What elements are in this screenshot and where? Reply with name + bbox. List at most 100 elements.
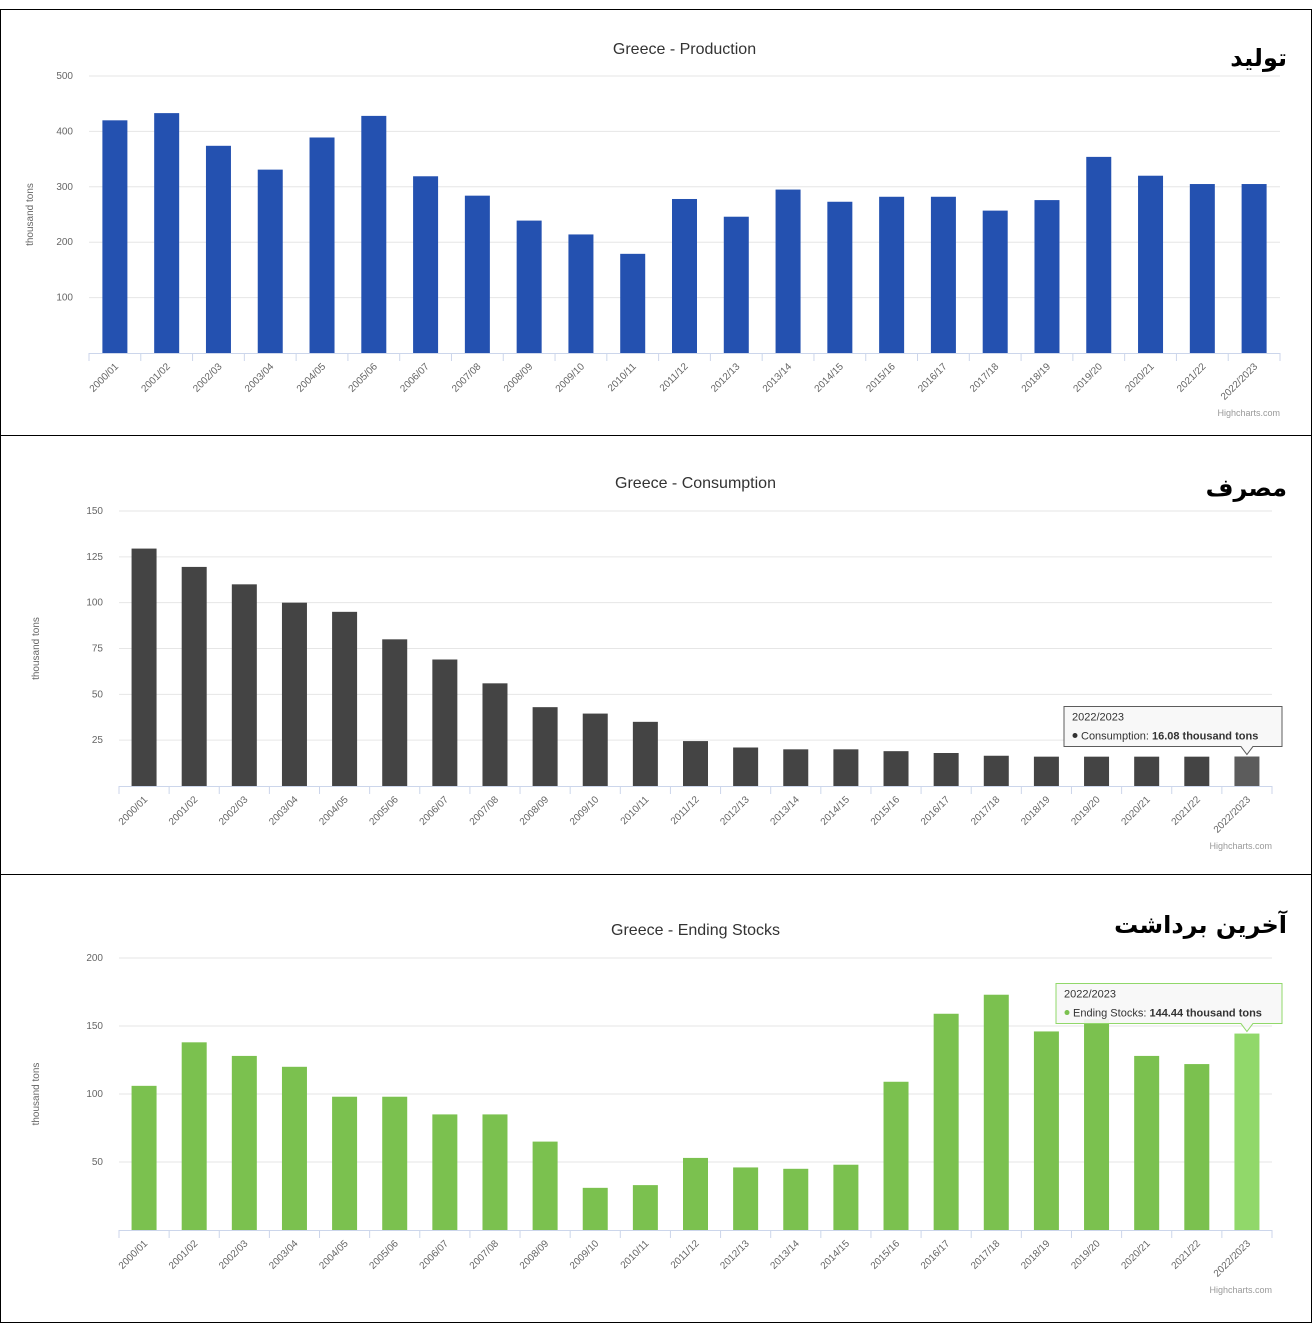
y-tick-label: 50	[92, 1157, 104, 1168]
bar-2019-20	[1086, 156, 1112, 353]
bar-2016-17	[930, 196, 956, 353]
bar-2006-07	[413, 176, 439, 353]
bar-2002-03	[205, 145, 231, 353]
bar-2019-20	[1084, 1019, 1110, 1230]
y-axis-label: thousand tons	[25, 183, 36, 246]
x-tick-label: 2016/17	[919, 794, 953, 828]
x-tick-label: 2012/13	[718, 1238, 752, 1272]
bar-2004-05	[332, 611, 358, 786]
y-tick-label: 25	[92, 735, 104, 746]
x-tick-label: 2009/10	[568, 1238, 602, 1272]
x-tick-label: 2018/19	[1020, 361, 1054, 395]
bar-2010-11	[632, 721, 658, 786]
bar-2009-10	[582, 713, 608, 786]
x-tick-label: 2020/21	[1123, 361, 1157, 395]
x-tick-label: 2014/15	[819, 1238, 853, 1272]
bar-2016-17	[933, 1013, 959, 1230]
bar-2013-14	[783, 1168, 809, 1230]
bar-2004-05	[332, 1096, 358, 1230]
chart-title: Greece - Consumption	[615, 475, 776, 492]
bar-2014-15	[827, 201, 853, 353]
bar-2010-11	[620, 253, 646, 353]
production-chart: Greece - Production thousand tons 100 200 30…	[25, 41, 1281, 418]
chart-title: Greece - Ending Stocks	[611, 922, 780, 939]
x-tick-label: 2004/05	[295, 361, 329, 395]
y-axis-label: thousand tons	[31, 1063, 42, 1126]
bar-2017-18	[982, 210, 1008, 353]
consumption-persian-label: مصرف	[1205, 474, 1287, 502]
bar-2001-02	[154, 113, 180, 353]
x-tick-label: 2003/04	[267, 794, 301, 828]
x-tick-label: 2016/17	[916, 361, 950, 395]
bar-2005-06	[382, 639, 408, 786]
bar-2003-04	[281, 602, 307, 786]
ending-stocks-panel: Greece - Ending Stocks thousand tons 50 100…	[0, 874, 1312, 1323]
bar-2018-19	[1033, 1031, 1059, 1230]
bar-2015-16	[883, 1081, 909, 1230]
bar-2016-17	[933, 753, 959, 786]
ending-stocks-chart: Greece - Ending Stocks thousand tons 50 100…	[31, 922, 1283, 1295]
x-tick-label: 2016/17	[919, 1238, 953, 1272]
y-tick-label: 100	[86, 1089, 103, 1100]
bar-2001-02	[181, 1042, 207, 1230]
bar-2008-09	[532, 1141, 558, 1230]
x-tick-label: 2011/12	[669, 794, 702, 827]
bar-2018-19	[1033, 756, 1059, 786]
bar-2000-01	[131, 1085, 157, 1230]
x-tick-label: 2007/08	[450, 361, 484, 395]
bar-2017-18	[983, 994, 1009, 1230]
x-tick-label: 2008/09	[518, 794, 552, 828]
bar-2009-10	[568, 234, 594, 353]
tooltip-separator: :	[1146, 731, 1152, 743]
bar-2014-15	[833, 749, 859, 786]
x-tick-label: 2001/02	[139, 361, 173, 395]
tooltip-value: 144.44 thousand tons	[1149, 1008, 1261, 1020]
bar-2012-13	[733, 747, 759, 786]
production-persian-label: تولید	[1230, 44, 1287, 72]
y-tick-label: 500	[56, 71, 73, 82]
x-tick-label: 2020/21	[1119, 1238, 1153, 1272]
x-tick-label: 2015/16	[869, 794, 903, 828]
x-tick-label: 2010/11	[606, 361, 639, 394]
y-tick-label: 75	[92, 644, 104, 655]
y-tick-label: 125	[86, 552, 103, 563]
bar-2007-08	[482, 683, 508, 786]
y-tick-label: 400	[56, 126, 73, 137]
bar-2002-03	[231, 1055, 257, 1230]
x-tick-label: 2002/03	[191, 361, 225, 395]
x-tick-label: 2015/16	[869, 1238, 903, 1272]
tooltip-header: 2022/2023	[1072, 712, 1124, 724]
x-tick-label: 2007/08	[468, 1238, 502, 1272]
tooltip: 2022/2023 Ending Stocks: 144.44 thousand …	[1055, 983, 1283, 1033]
bar-2007-08	[482, 1114, 508, 1230]
tooltip-box	[1063, 706, 1283, 756]
x-tick-label: 2003/04	[267, 1238, 301, 1272]
x-tick-label: 2003/04	[243, 361, 277, 395]
x-tick-label: 2005/06	[367, 794, 401, 828]
x-tick-label: 2009/10	[554, 361, 588, 395]
bar-2003-04	[257, 169, 283, 353]
tooltip-series-name: Consumption	[1081, 731, 1146, 743]
consumption-panel: Greece - Consumption thousand tons 25 50 75 1…	[0, 435, 1312, 875]
bar-2012-13	[723, 216, 749, 353]
tooltip: 2022/2023 Consumption: 16.08 thousand ton…	[1063, 706, 1283, 756]
bar-2013-14	[783, 749, 809, 786]
y-axis-label: thousand tons	[31, 617, 42, 680]
y-tick-label: 200	[86, 953, 103, 964]
chart-title: Greece - Production	[613, 41, 756, 58]
consumption-chart: Greece - Consumption thousand tons 25 50 75 1…	[31, 475, 1283, 851]
y-tick-label: 200	[56, 237, 73, 248]
x-tick-label: 2006/07	[418, 1238, 452, 1272]
x-tick-label: 2017/18	[969, 1238, 1003, 1272]
x-tick-label: 2005/06	[367, 1238, 401, 1272]
bar-2018-19	[1034, 200, 1060, 353]
x-tick-label: 2000/01	[117, 794, 151, 828]
bar-2011-12	[683, 1157, 708, 1230]
y-tick-label: 300	[56, 182, 73, 193]
x-tick-label: 2011/12	[658, 361, 691, 394]
x-tick-label: 2021/22	[1175, 361, 1209, 395]
bar-2000-01	[102, 120, 128, 353]
x-tick-label: 2002/03	[217, 1238, 251, 1272]
tooltip-line: Ending Stocks: 144.44 thousand tons	[1073, 1008, 1262, 1020]
bar-2006-07	[432, 1114, 458, 1230]
